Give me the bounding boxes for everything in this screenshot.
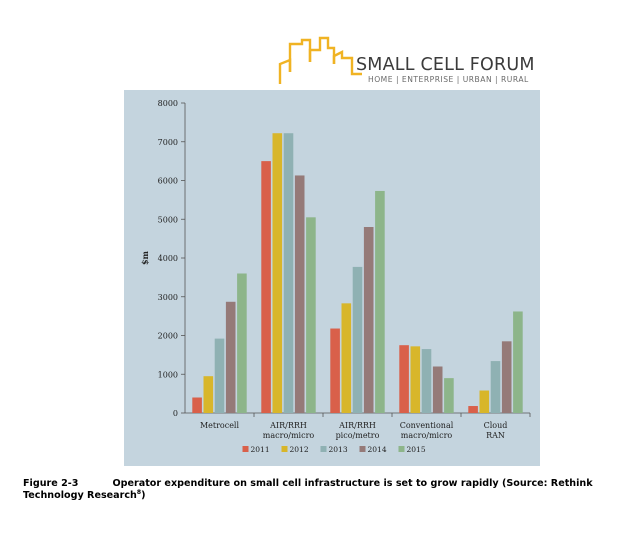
legend-label-2014: 2014 [368, 445, 387, 454]
legend-swatch-2015 [398, 446, 405, 452]
y-tick-label: 8000 [158, 99, 178, 108]
bar-2014-4 [432, 366, 443, 413]
figure-caption: Figure 2-3 Operator expenditure on small … [23, 478, 631, 501]
y-tick-label: 3000 [158, 293, 178, 302]
bar-2015-4 [444, 378, 454, 413]
x-tick-label: Metrocell [200, 421, 240, 430]
y-tick-label: 5000 [158, 215, 178, 224]
bar-2013-1 [214, 338, 225, 413]
bar-2011-1 [192, 397, 202, 413]
caption-close: ) [141, 489, 146, 501]
bar-2015-3 [375, 190, 385, 413]
bar-2013-5 [490, 361, 501, 413]
y-tick-label: 7000 [158, 138, 178, 147]
y-tick-label: 0 [173, 409, 178, 418]
y-tick-label: 4000 [158, 254, 178, 263]
legend-label-2012: 2012 [290, 445, 309, 454]
legend-label-2015: 2015 [407, 445, 426, 454]
bar-2013-3 [352, 266, 363, 413]
legend-label-2013: 2013 [329, 445, 348, 454]
figure-label: Figure 2-3 [23, 478, 79, 489]
logo-wordmark: SMALL CELL FORUM [356, 55, 535, 75]
caption-text: Operator expenditure on small cell infra… [23, 478, 593, 501]
bar-2015-1 [237, 273, 247, 413]
legend-swatch-2012 [281, 446, 288, 452]
bar-2015-5 [513, 311, 523, 413]
y-tick-label: 1000 [158, 370, 178, 379]
bar-2014-2 [294, 175, 305, 413]
x-tick-label: Conventional macro/micro [400, 421, 454, 440]
bar-2011-2 [261, 161, 271, 413]
bar-2012-3 [341, 303, 352, 413]
bar-2013-4 [421, 349, 432, 413]
bar-2011-4 [399, 345, 409, 413]
bar-2012-1 [203, 376, 214, 413]
bar-2012-4 [410, 346, 421, 413]
bar-2011-5 [468, 406, 478, 413]
legend-label-2011: 2011 [251, 445, 270, 454]
y-axis-title: $m [140, 250, 150, 265]
bar-2014-5 [501, 341, 512, 413]
small-cell-forum-logo [278, 36, 362, 84]
bar-2012-2 [272, 133, 283, 413]
legend-swatch-2013 [320, 446, 327, 452]
x-tick-label: Cloud RAN [484, 421, 508, 440]
bar-2011-3 [330, 328, 340, 413]
footnote-marker: 8 [136, 488, 142, 496]
expenditure-chart: 0 1000 2000 3000 4000 5000 6000 7000 8000 $m Metro… [124, 90, 540, 466]
bar-2013-2 [283, 133, 294, 413]
bar-2014-1 [225, 301, 236, 413]
x-tick-label: AIR/RRH pico/metro [336, 421, 380, 440]
bar-2014-3 [363, 227, 374, 413]
legend-swatch-2011 [242, 446, 249, 452]
y-tick-label: 2000 [158, 332, 178, 341]
x-tick-label: AIR/RRH macro/micro [263, 421, 315, 440]
bar-2015-2 [306, 217, 316, 413]
bar-2012-5 [479, 390, 490, 413]
y-tick-label: 6000 [158, 177, 178, 186]
legend-swatch-2014 [359, 446, 366, 452]
logo-tagline: HOME | ENTERPRISE | URBAN | RURAL [368, 75, 529, 84]
